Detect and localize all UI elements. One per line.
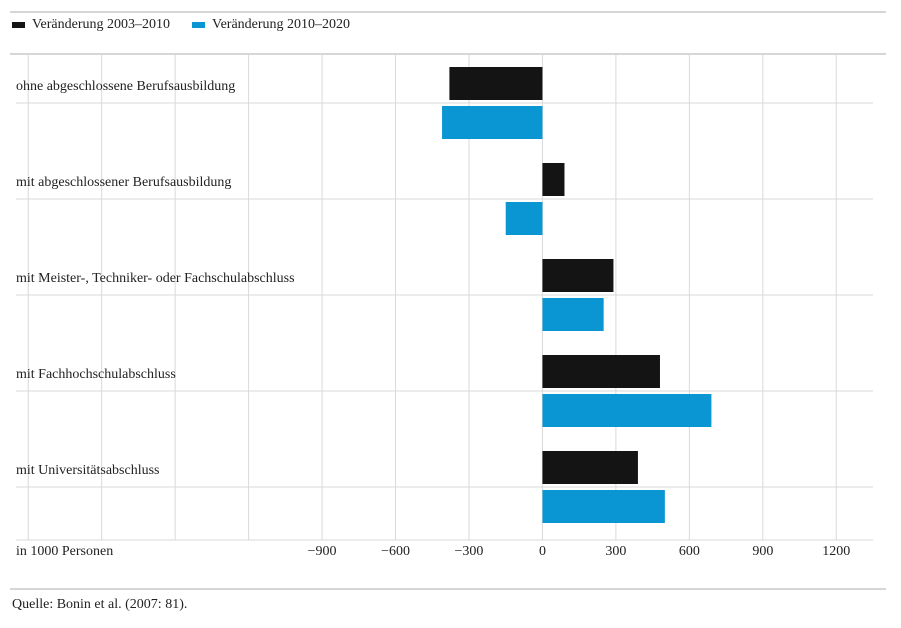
bottom-rule xyxy=(10,588,886,590)
chart-legend: Veränderung 2003–2010 Veränderung 2010–2… xyxy=(12,17,372,33)
bar-2010-2020 xyxy=(442,106,543,139)
x-tick-label: −300 xyxy=(455,544,484,559)
legend-swatch-2003-2010 xyxy=(12,22,25,28)
x-axis-unit-label: in 1000 Personen xyxy=(16,544,113,559)
x-tick-label: 900 xyxy=(752,544,773,559)
top-rule xyxy=(10,11,886,13)
legend-label-2003-2010: Veränderung 2003–2010 xyxy=(32,17,171,32)
x-tick-label: 300 xyxy=(605,544,626,559)
x-tick-label: 600 xyxy=(679,544,700,559)
bar-2003-2010 xyxy=(542,259,614,292)
category-label: mit Universitätsabschluss xyxy=(16,463,160,478)
bar-2010-2020 xyxy=(505,202,543,235)
bar-2010-2020 xyxy=(542,394,712,427)
bar-2003-2010 xyxy=(542,451,638,484)
legend-item-2003-2010: Veränderung 2003–2010 xyxy=(12,17,170,33)
x-tick-label: 0 xyxy=(539,544,546,559)
x-tick-label: −600 xyxy=(381,544,410,559)
source-note: Quelle: Bonin et al. (2007: 81). xyxy=(12,597,188,612)
bar-2010-2020 xyxy=(542,490,665,523)
x-tick-label: −900 xyxy=(308,544,337,559)
legend-swatch-2010-2020 xyxy=(192,22,206,28)
bar-2003-2010 xyxy=(542,163,565,196)
bar-2003-2010 xyxy=(542,355,660,388)
x-tick-label: 1200 xyxy=(822,544,850,559)
legend-divider xyxy=(10,53,886,55)
legend-item-2010-2020: Veränderung 2010–2020 xyxy=(192,17,350,33)
category-label: mit Fachhochschulabschluss xyxy=(16,367,176,382)
category-label: ohne abgeschlossene Berufsausbildung xyxy=(16,79,235,94)
category-label: mit Meister-, Techniker- oder Fachschula… xyxy=(16,271,295,286)
bar-2010-2020 xyxy=(542,298,604,331)
legend-label-2010-2020: Veränderung 2010–2020 xyxy=(212,17,351,32)
bar-2003-2010 xyxy=(449,67,543,100)
category-label: mit abgeschlossener Berufsausbildung xyxy=(16,175,231,190)
bar-chart: ohne abgeschlossene Berufsausbildung mit … xyxy=(16,55,873,559)
